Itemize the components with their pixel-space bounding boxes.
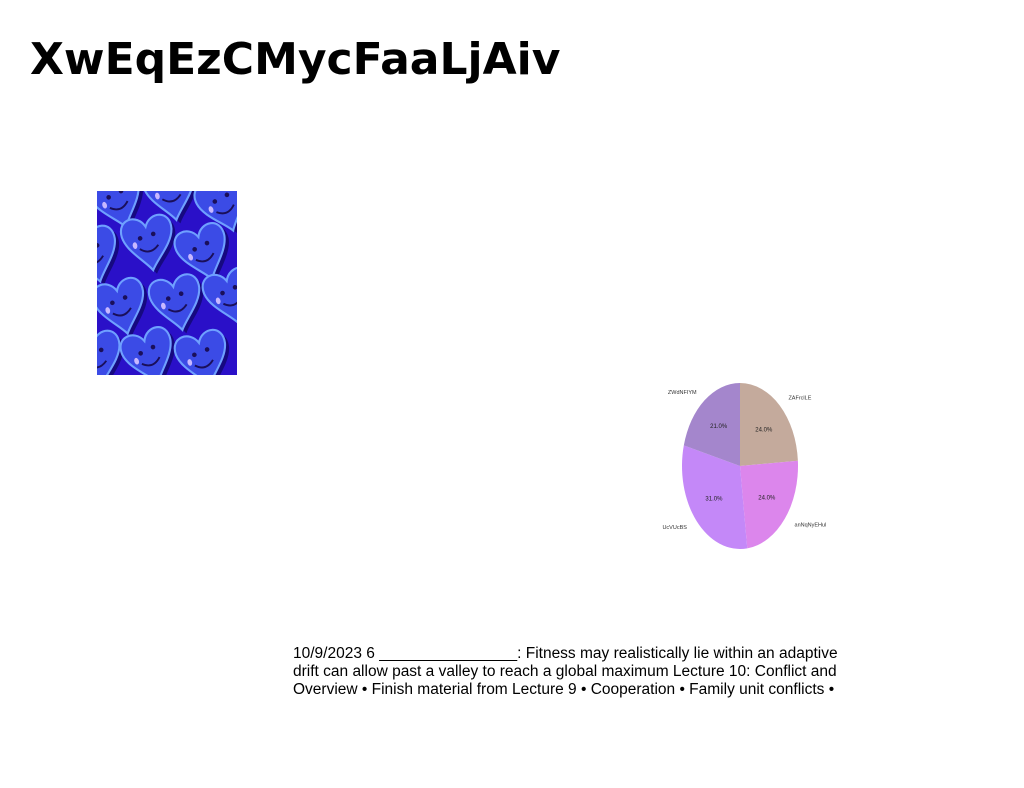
heart-icon [173, 328, 230, 375]
pie-percent-label: 24.0% [755, 427, 773, 433]
heart-pattern-graphic [97, 191, 237, 375]
body-text-line: Overview • Finish material from Lecture … [293, 681, 835, 698]
page-title: XwEqEzCMycFaaLjAiv [30, 34, 561, 85]
pie-percent-label: 21.0% [710, 424, 728, 430]
pie-percent-label: 31.0% [705, 497, 723, 503]
body-text-line: drift can allow past a valley to reach a… [293, 663, 837, 680]
heart-icon [173, 222, 229, 282]
pie-slice [681, 445, 748, 550]
heart-icon [201, 266, 237, 327]
pie-chart-svg: 24.0% ZAFrclLE 24.0% anNqNyEHul 31.0% UcVUcBS… [662, 383, 827, 550]
heart-icon [119, 326, 175, 375]
heart-icon [119, 213, 176, 274]
heart-icon [97, 329, 124, 375]
pie-category-label: anNqNyEHul [795, 523, 827, 529]
pie-slice [740, 460, 799, 549]
pie-category-label: ZAFrclLE [788, 396, 811, 402]
heart-icon [141, 191, 198, 224]
pie-slice [740, 383, 798, 466]
pie-category-label: ZWdNFIYM [668, 390, 697, 396]
body-text-line: 10/9/2023 6 ________________: Fitness ma… [293, 645, 838, 662]
pie-category-label: UcVUcBS [662, 525, 687, 531]
heart-icon [97, 224, 119, 285]
pie-slice [683, 383, 740, 466]
heart-icon [193, 191, 237, 234]
heart-icon [97, 276, 148, 337]
body-text: 10/9/2023 6 ________________: Fitness ma… [293, 645, 873, 699]
pie-percent-label: 24.0% [758, 495, 776, 501]
heart-icon [147, 273, 204, 334]
pie-chart: 24.0% ZAFrclLE 24.0% anNqNyEHul 31.0% UcVUcBS… [660, 378, 830, 554]
heart-pattern-image [97, 191, 237, 375]
